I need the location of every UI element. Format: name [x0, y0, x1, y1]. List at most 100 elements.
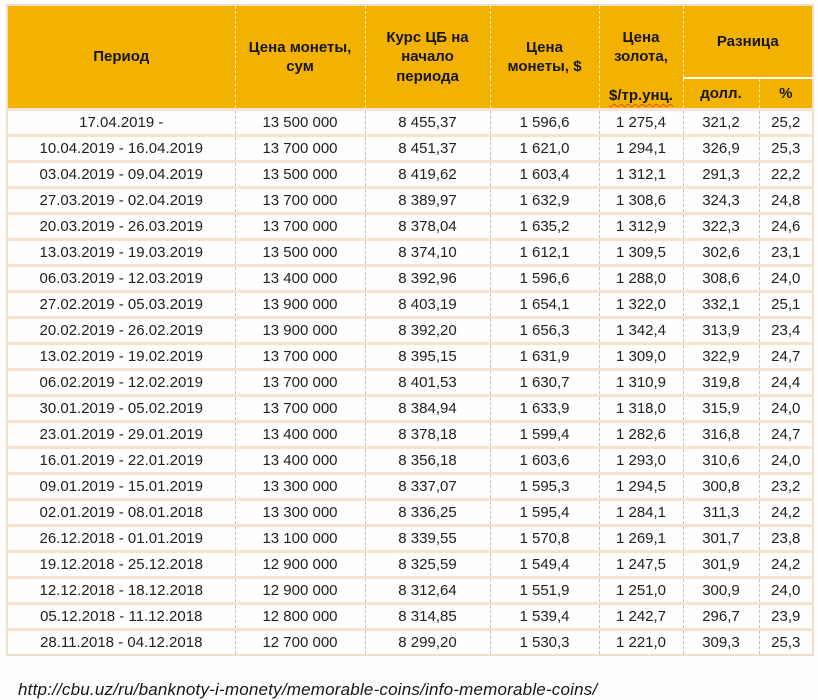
- cell-cb-rate: 8 455,37: [364, 107, 490, 136]
- cell-coin-price-sum: 13 700 000: [234, 393, 365, 422]
- table-row: 12.12.2018 - 18.12.2018 12 900 000 8 312,6…: [7, 575, 814, 604]
- cell-cb-rate: 8 339,55: [364, 523, 490, 552]
- col-header-gold-price: Цена золота, $/тр.унц.: [598, 5, 683, 110]
- col-header-difference: Разница: [682, 5, 814, 78]
- header-row-main: Период Цена монеты, сум Курс ЦБ на начал…: [7, 5, 814, 110]
- cell-period: 28.11.2018 - 04.12.2018: [7, 627, 235, 655]
- cell-diff-pct: 24,0: [758, 263, 814, 292]
- cell-diff-usd: 300,9: [682, 575, 759, 604]
- cell-diff-usd: 308,6: [682, 263, 759, 292]
- cell-diff-usd: 311,3: [682, 497, 759, 526]
- cell-cb-rate: 8 336,25: [364, 497, 490, 526]
- cell-diff-usd: 322,3: [682, 211, 759, 240]
- cell-coin-price-usd: 1 654,1: [489, 289, 599, 318]
- col-header-coin-price-usd: Цена монеты, $: [489, 5, 599, 110]
- col-header-period: Период: [7, 5, 235, 110]
- cell-coin-price-sum: 13 400 000: [234, 445, 365, 474]
- cell-coin-price-sum: 13 700 000: [234, 211, 365, 240]
- table-row: 23.01.2019 - 29.01.2019 13 400 000 8 378,1…: [7, 419, 814, 448]
- cell-coin-price-usd: 1 596,6: [489, 263, 599, 292]
- cell-gold-price: 1 294,1: [598, 133, 683, 162]
- cell-diff-pct: 24,8: [758, 185, 814, 214]
- cell-gold-price: 1 310,9: [598, 367, 683, 396]
- cell-diff-pct: 22,2: [758, 159, 814, 188]
- cell-diff-usd: 316,8: [682, 419, 759, 448]
- table-row: 05.12.2018 - 11.12.2018 12 800 000 8 314,8…: [7, 601, 814, 630]
- table-row: 10.04.2019 - 16.04.2019 13 700 000 8 451,3…: [7, 133, 814, 162]
- cell-diff-usd: 309,3: [682, 627, 759, 655]
- cell-diff-pct: 23,2: [758, 471, 814, 500]
- cell-gold-price: 1 312,9: [598, 211, 683, 240]
- table-row: 27.02.2019 - 05.03.2019 13 900 000 8 403,1…: [7, 289, 814, 318]
- cell-diff-usd: 319,8: [682, 367, 759, 396]
- cell-coin-price-sum: 12 700 000: [234, 627, 365, 655]
- cell-coin-price-sum: 13 700 000: [234, 341, 365, 370]
- cell-cb-rate: 8 419,62: [364, 159, 490, 188]
- cell-cb-rate: 8 378,04: [364, 211, 490, 240]
- cell-diff-usd: 302,6: [682, 237, 759, 266]
- cell-diff-usd: 322,9: [682, 341, 759, 370]
- table-header: Период Цена монеты, сум Курс ЦБ на начал…: [7, 5, 814, 110]
- cell-period: 27.03.2019 - 02.04.2019: [7, 185, 235, 214]
- cell-diff-pct: 24,4: [758, 367, 814, 396]
- cell-coin-price-usd: 1 596,6: [489, 107, 599, 136]
- table-row: 19.12.2018 - 25.12.2018 12 900 000 8 325,5…: [7, 549, 814, 578]
- cell-coin-price-usd: 1 595,4: [489, 497, 599, 526]
- cell-period: 17.04.2019 -: [7, 107, 235, 136]
- cell-diff-pct: 23,8: [758, 523, 814, 552]
- cell-diff-pct: 24,6: [758, 211, 814, 240]
- cell-coin-price-usd: 1 570,8: [489, 523, 599, 552]
- cell-period: 30.01.2019 - 05.02.2019: [7, 393, 235, 422]
- cell-coin-price-sum: 13 400 000: [234, 419, 365, 448]
- cell-period: 12.12.2018 - 18.12.2018: [7, 575, 235, 604]
- table-row: 28.11.2018 - 04.12.2018 12 700 000 8 299,2…: [7, 627, 814, 655]
- cell-coin-price-sum: 13 300 000: [234, 497, 365, 526]
- table-row: 26.12.2018 - 01.01.2019 13 100 000 8 339,5…: [7, 523, 814, 552]
- table-row: 09.01.2019 - 15.01.2019 13 300 000 8 337,0…: [7, 471, 814, 500]
- cell-diff-pct: 24,7: [758, 419, 814, 448]
- coin-prices-table: Период Цена монеты, сум Курс ЦБ на начал…: [6, 4, 815, 656]
- col-header-diff-usd: долл.: [682, 76, 759, 110]
- cell-coin-price-usd: 1 656,3: [489, 315, 599, 344]
- cell-diff-pct: 25,1: [758, 289, 814, 318]
- cell-cb-rate: 8 392,20: [364, 315, 490, 344]
- table-row: 03.04.2019 - 09.04.2019 13 500 000 8 419,6…: [7, 159, 814, 188]
- cell-cb-rate: 8 314,85: [364, 601, 490, 630]
- cell-gold-price: 1 312,1: [598, 159, 683, 188]
- cell-cb-rate: 8 378,18: [364, 419, 490, 448]
- cell-coin-price-sum: 12 900 000: [234, 549, 365, 578]
- cell-cb-rate: 8 403,19: [364, 289, 490, 318]
- cell-diff-pct: 23,9: [758, 601, 814, 630]
- cell-cb-rate: 8 384,94: [364, 393, 490, 422]
- cell-cb-rate: 8 401,53: [364, 367, 490, 396]
- cell-diff-pct: 25,3: [758, 133, 814, 162]
- cell-coin-price-usd: 1 551,9: [489, 575, 599, 604]
- cell-period: 09.01.2019 - 15.01.2019: [7, 471, 235, 500]
- cell-diff-usd: 300,8: [682, 471, 759, 500]
- cell-coin-price-usd: 1 595,3: [489, 471, 599, 500]
- cell-diff-pct: 24,7: [758, 341, 814, 370]
- cell-period: 26.12.2018 - 01.01.2019: [7, 523, 235, 552]
- cell-gold-price: 1 242,7: [598, 601, 683, 630]
- cell-period: 10.04.2019 - 16.04.2019: [7, 133, 235, 162]
- cell-coin-price-usd: 1 633,9: [489, 393, 599, 422]
- cell-cb-rate: 8 299,20: [364, 627, 490, 655]
- cell-gold-price: 1 309,5: [598, 237, 683, 266]
- cell-gold-price: 1 288,0: [598, 263, 683, 292]
- cell-period: 20.02.2019 - 26.02.2019: [7, 315, 235, 344]
- cell-coin-price-sum: 13 500 000: [234, 107, 365, 136]
- cell-period: 20.03.2019 - 26.03.2019: [7, 211, 235, 240]
- cell-period: 13.02.2019 - 19.02.2019: [7, 341, 235, 370]
- gold-price-label: Цена золота,: [614, 29, 668, 66]
- col-header-cb-rate: Курс ЦБ на начало периода: [364, 5, 490, 110]
- table-row: 06.02.2019 - 12.02.2019 13 700 000 8 401,5…: [7, 367, 814, 396]
- cell-gold-price: 1 293,0: [598, 445, 683, 474]
- cell-coin-price-sum: 13 400 000: [234, 263, 365, 292]
- cell-cb-rate: 8 374,10: [364, 237, 490, 266]
- cell-diff-pct: 24,0: [758, 445, 814, 474]
- cell-coin-price-usd: 1 603,6: [489, 445, 599, 474]
- cell-coin-price-usd: 1 621,0: [489, 133, 599, 162]
- cell-coin-price-sum: 13 700 000: [234, 133, 365, 162]
- table-row: 20.02.2019 - 26.02.2019 13 900 000 8 392,2…: [7, 315, 814, 344]
- cell-coin-price-sum: 13 900 000: [234, 315, 365, 344]
